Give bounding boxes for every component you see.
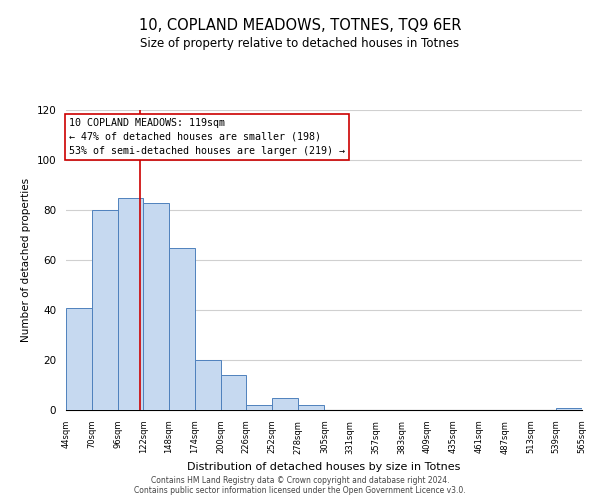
- Text: 10, COPLAND MEADOWS, TOTNES, TQ9 6ER: 10, COPLAND MEADOWS, TOTNES, TQ9 6ER: [139, 18, 461, 32]
- Bar: [195, 360, 221, 410]
- Bar: [118, 198, 143, 410]
- Bar: [246, 405, 272, 410]
- Bar: [221, 375, 246, 410]
- Bar: [143, 202, 169, 410]
- Bar: [92, 210, 118, 410]
- Bar: [272, 398, 298, 410]
- Text: Size of property relative to detached houses in Totnes: Size of property relative to detached ho…: [140, 38, 460, 51]
- Bar: [556, 408, 582, 410]
- X-axis label: Distribution of detached houses by size in Totnes: Distribution of detached houses by size …: [187, 462, 461, 472]
- Bar: [298, 405, 325, 410]
- Text: Contains HM Land Registry data © Crown copyright and database right 2024.: Contains HM Land Registry data © Crown c…: [151, 476, 449, 485]
- Text: Contains public sector information licensed under the Open Government Licence v3: Contains public sector information licen…: [134, 486, 466, 495]
- Bar: [169, 248, 195, 410]
- Y-axis label: Number of detached properties: Number of detached properties: [21, 178, 31, 342]
- Text: 10 COPLAND MEADOWS: 119sqm
← 47% of detached houses are smaller (198)
53% of sem: 10 COPLAND MEADOWS: 119sqm ← 47% of deta…: [69, 118, 345, 156]
- Bar: [66, 308, 92, 410]
